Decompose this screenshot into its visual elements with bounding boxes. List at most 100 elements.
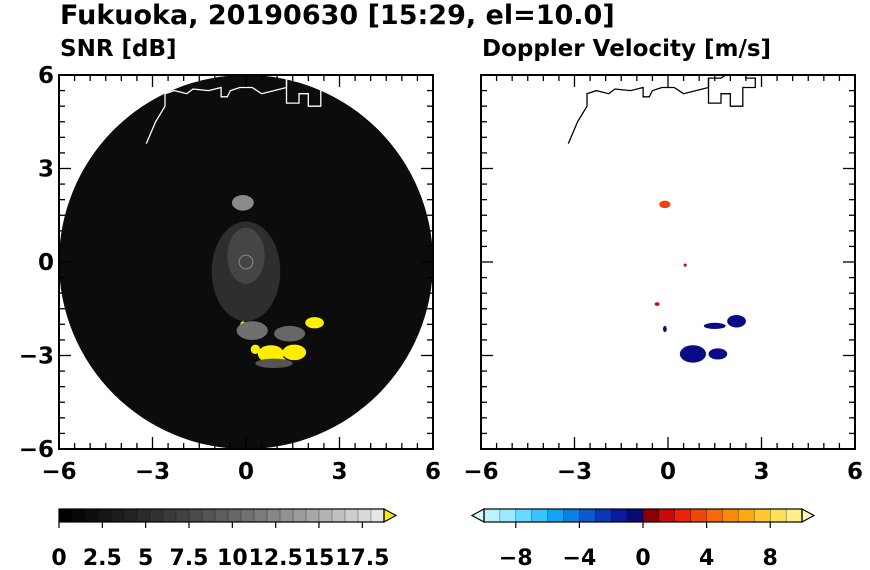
doppler-echo-7 xyxy=(683,263,687,267)
doppler-colorbar-swatch xyxy=(626,508,644,523)
snr-radar-site xyxy=(238,254,254,270)
doppler-echo-6 xyxy=(654,302,660,306)
snr-echo-1 xyxy=(282,344,307,361)
snr-xtick-label: −3 xyxy=(135,459,170,485)
snr-xtick-label: 6 xyxy=(425,459,441,485)
snr-colorbar-swatch xyxy=(214,508,229,523)
doppler-colorbar-swatch xyxy=(595,508,612,523)
snr-colorbar-swatch xyxy=(123,508,138,523)
snr-plot-area xyxy=(59,75,433,449)
snr-colorbar-swatch xyxy=(227,508,242,523)
doppler-frame xyxy=(480,74,856,450)
snr-colorbar: 0 2.5 5 7.5 10 12.5 15 17.5 xyxy=(51,507,398,570)
doppler-panel: Doppler Velocity [m/s] −6 −3 0 3 6 −8 −4 0 4 8 xyxy=(463,36,863,570)
snr-colorbar-swatch xyxy=(292,508,307,523)
snr-colorbar-over xyxy=(383,507,398,524)
snr-panel-title: SNR [dB] xyxy=(60,36,177,62)
snr-echo-7 xyxy=(274,325,306,342)
snr-colorbar-tick-label: 10 xyxy=(217,546,248,570)
doppler-colorbar-tick-label: −8 xyxy=(499,546,533,570)
doppler-colorbar-swatch xyxy=(754,508,771,523)
snr-colorbar-tick-label: 17.5 xyxy=(335,546,389,570)
doppler-xtick-label: 3 xyxy=(753,459,769,485)
snr-colorbar-swatch xyxy=(240,508,255,523)
snr-echo-2 xyxy=(305,317,324,329)
snr-colorbar-tick-label: 2.5 xyxy=(83,546,122,570)
doppler-harbor-outline xyxy=(707,75,756,107)
doppler-xtick-label: 6 xyxy=(847,459,863,485)
doppler-colorbar-tick-label: 4 xyxy=(699,546,714,570)
snr-colorbar-swatch xyxy=(318,508,333,523)
doppler-colorbar-swatch xyxy=(483,508,501,523)
doppler-colorbar-swatch xyxy=(785,508,803,523)
snr-colorbar-tick-label: 5 xyxy=(138,546,153,570)
doppler-coastline xyxy=(567,75,727,144)
doppler-colorbar-swatch xyxy=(563,508,580,523)
snr-near-clutter xyxy=(227,227,265,284)
snr-harbor-outline xyxy=(285,75,334,107)
snr-colorbar-swatch xyxy=(253,508,268,523)
snr-colorbar-swatch xyxy=(357,508,372,523)
snr-colorbar-swatch xyxy=(370,508,385,523)
snr-ytick-label: −3 xyxy=(19,344,54,370)
snr-colorbar-swatch xyxy=(305,508,320,523)
snr-colorbar-tick-label: 12.5 xyxy=(249,546,303,570)
doppler-colorbar-swatch xyxy=(642,508,660,523)
doppler-colorbar-tick-label: 0 xyxy=(635,546,650,570)
snr-colorbar-frame xyxy=(58,508,385,523)
snr-ytick-label: 6 xyxy=(38,63,54,89)
snr-ytick-label: 0 xyxy=(38,250,54,276)
doppler-echo-2 xyxy=(708,348,728,360)
doppler-xtick-label: 0 xyxy=(660,459,676,485)
snr-colorbar-swatch xyxy=(84,508,99,523)
snr-colorbar-swatch xyxy=(266,508,281,523)
doppler-colorbar: −8 −4 0 4 8 xyxy=(470,507,816,570)
doppler-echo-1 xyxy=(679,345,707,363)
doppler-xtick-label: −6 xyxy=(463,459,498,485)
snr-axes: −6 −3 0 3 6 −6 −3 0 3 6 xyxy=(19,63,441,485)
snr-colorbar-swatch xyxy=(188,508,203,523)
snr-ytick-label: −6 xyxy=(19,437,54,463)
doppler-colorbar-swatch xyxy=(722,508,739,523)
doppler-colorbar-swatch xyxy=(770,508,787,523)
snr-xtick-label: 0 xyxy=(238,459,254,485)
snr-colorbar-swatch xyxy=(97,508,112,523)
doppler-colorbar-swatch xyxy=(658,508,676,523)
doppler-xtick-label: −3 xyxy=(557,459,592,485)
snr-xtick-label: −6 xyxy=(41,459,76,485)
doppler-plot-area xyxy=(567,75,756,363)
snr-colorbar-swatch xyxy=(175,508,190,523)
snr-colorbar-swatch xyxy=(58,508,73,523)
snr-colorbar-swatch xyxy=(110,508,125,523)
doppler-plot-inner xyxy=(567,75,756,363)
doppler-colorbar-tick-label: 8 xyxy=(763,546,778,570)
doppler-colorbar-over xyxy=(801,507,816,524)
doppler-echo-4 xyxy=(703,322,726,330)
snr-colorbar-swatch xyxy=(149,508,164,523)
snr-colorbar-swatch xyxy=(71,508,86,523)
snr-plot-inner xyxy=(59,75,433,449)
snr-echo-6 xyxy=(236,321,268,340)
snr-echo-8 xyxy=(255,358,293,368)
doppler-panel-title: Doppler Velocity [m/s] xyxy=(482,36,771,62)
doppler-axes: −6 −3 0 3 6 xyxy=(463,74,863,485)
snr-colorbar-swatch xyxy=(162,508,177,523)
snr-colorbar-swatch xyxy=(344,508,359,523)
doppler-colorbar-swatch xyxy=(499,508,517,523)
snr-colorbar-swatch xyxy=(279,508,294,523)
snr-colorbar-tick-label: 7.5 xyxy=(170,546,209,570)
doppler-colorbar-swatch xyxy=(706,508,723,523)
snr-coastline xyxy=(145,75,305,144)
snr-echo-9 xyxy=(231,194,254,211)
doppler-colorbar-swatch xyxy=(531,508,549,523)
snr-colorbar-tick-label: 15 xyxy=(304,546,335,570)
snr-ytick-label: 3 xyxy=(38,157,54,183)
doppler-echo-5 xyxy=(663,325,667,333)
snr-panel: SNR [dB] −6 −3 0 3 6 −6 −3 0 3 6 0 2.5 5 7.5 10 12.5 15… xyxy=(19,36,441,570)
snr-echo-5 xyxy=(250,344,261,354)
snr-colorbar-swatch xyxy=(331,508,346,523)
doppler-echo-0 xyxy=(659,200,671,209)
doppler-echo-3 xyxy=(727,314,746,328)
snr-colorbar-swatch xyxy=(201,508,216,523)
